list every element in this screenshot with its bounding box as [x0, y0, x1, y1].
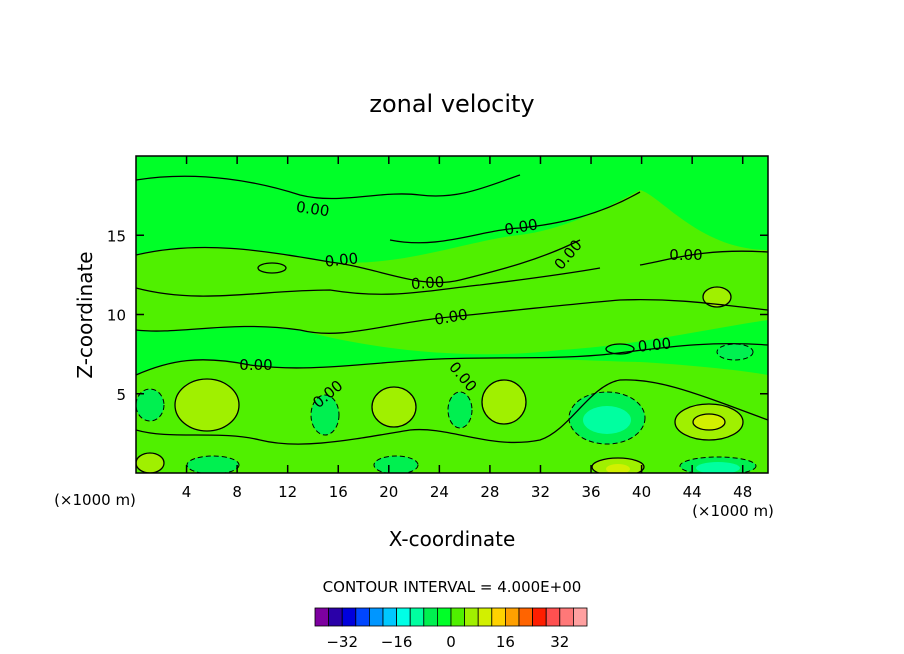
colorbar-swatch — [573, 607, 588, 627]
contour-label: 0.00 — [433, 305, 469, 329]
x-unit-note: (×1000 m) — [692, 502, 774, 520]
x-tick-label: 24 — [430, 483, 449, 501]
colorbar-tick-label: 0 — [446, 633, 456, 651]
colorbar-tick-label: −16 — [381, 633, 413, 651]
contour-label: 0.00 — [637, 334, 672, 355]
contour-label: 0.00 — [324, 249, 359, 270]
colorbar-swatch — [382, 607, 398, 627]
x-tick-label: 48 — [733, 483, 752, 501]
colorbar-swatch — [341, 607, 357, 627]
colorbar-swatch — [328, 607, 343, 627]
colorbar-tick-label: 16 — [496, 633, 515, 651]
colorbar — [314, 607, 588, 627]
x-tick-label: 28 — [480, 483, 499, 501]
contour-label: 0.00 — [410, 273, 445, 293]
colorbar-swatch — [409, 607, 425, 627]
colorbar-tick-labels: −32 −16 0 16 32 — [326, 633, 569, 651]
x-tick-label: 32 — [531, 483, 550, 501]
x-tick-label: 36 — [581, 483, 600, 501]
y-tick-label: 10 — [107, 307, 126, 325]
y-axis: 5 10 15 — [107, 227, 768, 404]
x-tick-label: 44 — [683, 483, 702, 501]
colorbar-swatch — [314, 607, 330, 627]
contour-label: 0.00 — [295, 198, 331, 220]
x-axis: 4 8 12 16 20 24 28 32 36 40 44 48 — [182, 156, 752, 501]
colorbar-tick-label: −32 — [326, 633, 358, 651]
y-unit-note: (×1000 m) — [54, 491, 136, 509]
x-axis-title: X-coordinate — [389, 527, 516, 551]
x-tick-label: 40 — [632, 483, 651, 501]
contour-label: 0.00 — [669, 246, 702, 264]
colorbar-swatch — [545, 607, 561, 627]
x-tick-label: 8 — [232, 483, 242, 501]
colorbar-swatch — [450, 607, 466, 627]
colorbar-swatch — [368, 607, 384, 627]
colorbar-swatch — [518, 607, 534, 627]
contour-lines — [136, 174, 768, 473]
y-tick-label: 15 — [107, 227, 126, 245]
colorbar-swatch — [355, 607, 370, 627]
x-tick-label: 12 — [278, 483, 297, 501]
x-tick-label: 4 — [182, 483, 192, 501]
contour-label: 0.00 — [503, 215, 539, 239]
y-axis-title: Z-coordinate — [73, 251, 97, 378]
colorbar-swatch — [532, 607, 547, 627]
contour-label: 0.00 — [239, 356, 272, 374]
x-tick-label: 16 — [329, 483, 348, 501]
contour-field — [136, 156, 768, 473]
colorbar-swatch — [559, 607, 574, 627]
contour-interval-text: CONTOUR INTERVAL = 4.000E+00 — [323, 578, 582, 596]
colorbar-swatch — [477, 607, 493, 627]
chart-title: zonal velocity — [369, 90, 534, 118]
colorbar-swatch — [491, 607, 506, 627]
colorbar-tick-label: 32 — [550, 633, 569, 651]
colorbar-swatch — [396, 607, 411, 627]
y-tick-label: 5 — [116, 386, 126, 404]
colorbar-swatch — [436, 607, 452, 627]
colorbar-swatch — [464, 607, 479, 627]
colorbar-swatch — [504, 607, 520, 627]
colorbar-swatch — [423, 607, 438, 627]
x-tick-label: 20 — [379, 483, 398, 501]
